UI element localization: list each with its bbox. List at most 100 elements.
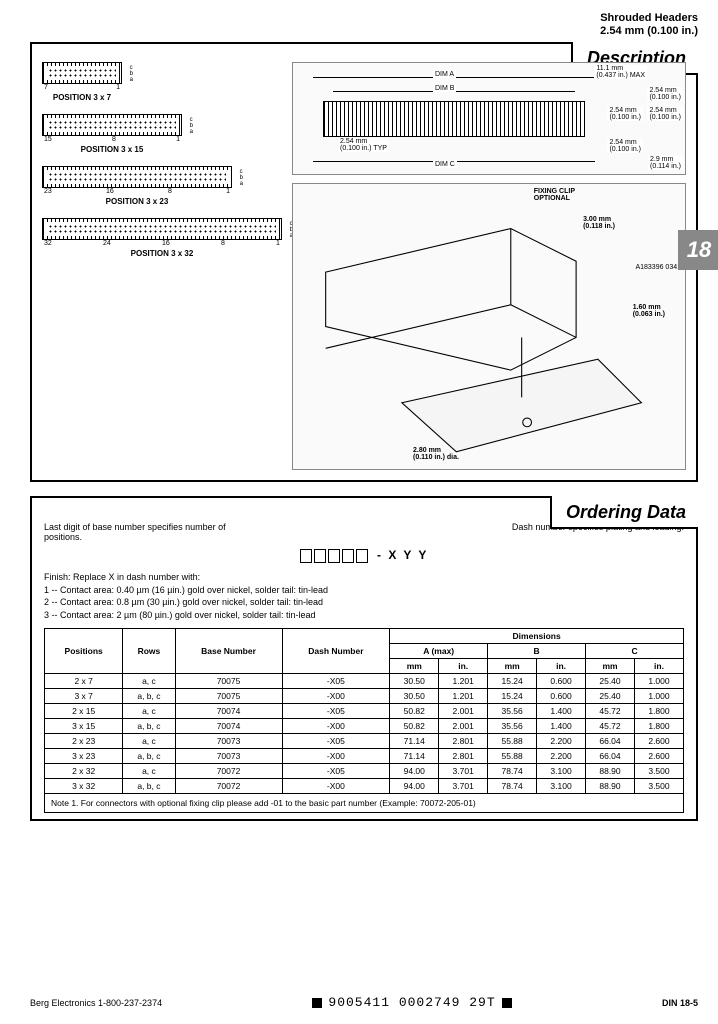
table-cell: 45.72 xyxy=(586,718,635,733)
side-view-diagram: DIM A DIM B 2.54 mm (0.100 in.) TYP DIM … xyxy=(292,62,686,175)
col-base: Base Number xyxy=(175,628,282,673)
order-note-left: Last digit of base number specifies numb… xyxy=(44,522,244,542)
table-row: 3 x 15a, b, c70074-X0050.822.00135.561.4… xyxy=(45,718,684,733)
p254b: 2.54 mm (0.100 in.) xyxy=(607,107,643,121)
table-cell: 70075 xyxy=(175,688,282,703)
page-header: Shrouded Headers 2.54 mm (0.100 in.) xyxy=(30,12,698,38)
col-rows: Rows xyxy=(123,628,175,673)
position-label: POSITION 3 x 32 xyxy=(42,249,282,258)
table-cell: 1.400 xyxy=(537,718,586,733)
typ-label: 2.54 mm (0.100 in.) TYP xyxy=(338,138,389,152)
part-code: - X Y Y xyxy=(44,548,684,563)
table-cell: a, b, c xyxy=(123,748,175,763)
position-label: POSITION 3 x 7 xyxy=(42,93,122,102)
table-cell: 66.04 xyxy=(586,733,635,748)
table-cell: 70074 xyxy=(175,703,282,718)
table-cell: 78.74 xyxy=(488,763,537,778)
footer-code: 9005411 0002749 29T xyxy=(306,995,517,1010)
unit-header: in. xyxy=(537,658,586,673)
table-cell: 0.600 xyxy=(537,688,586,703)
header-line1: Shrouded Headers xyxy=(30,12,698,25)
table-cell: 2.200 xyxy=(537,748,586,763)
table-cell: 3.500 xyxy=(634,763,683,778)
d160: 1.60 mm (0.063 in.) xyxy=(633,304,665,318)
table-row: 3 x 23a, b, c70073-X0071.142.80155.882.2… xyxy=(45,748,684,763)
table-cell: 55.88 xyxy=(488,733,537,748)
table-cell: 70073 xyxy=(175,748,282,763)
table-cell: 71.14 xyxy=(390,733,439,748)
description-panel: Description c b a71POSITION 3 x 7c b a15… xyxy=(30,42,698,482)
table-cell: 70073 xyxy=(175,733,282,748)
table-cell: 3.701 xyxy=(439,763,488,778)
col-a: A (max) xyxy=(390,643,488,658)
footer-left: Berg Electronics 1-800-237-2374 xyxy=(30,998,162,1008)
position-label: POSITION 3 x 23 xyxy=(42,197,232,206)
table-cell: 1.400 xyxy=(537,703,586,718)
col-b: B xyxy=(488,643,586,658)
table-cell: a, b, c xyxy=(123,718,175,733)
col-positions: Positions xyxy=(45,628,123,673)
table-row: 2 x 23a, c70073-X0571.142.80155.882.2006… xyxy=(45,733,684,748)
dimension-diagrams: DIM A DIM B 2.54 mm (0.100 in.) TYP DIM … xyxy=(292,62,686,470)
table-cell: 1.201 xyxy=(439,673,488,688)
table-cell: 2 x 7 xyxy=(45,673,123,688)
col-dimensions: Dimensions xyxy=(390,628,684,643)
unit-header: in. xyxy=(439,658,488,673)
dim-a-label: DIM A xyxy=(433,71,456,78)
table-row: 3 x 7a, b, c70075-X0030.501.20115.240.60… xyxy=(45,688,684,703)
finish-1: 1 -- Contact area: 0.40 µm (16 µin.) gol… xyxy=(44,584,684,597)
table-cell: 50.82 xyxy=(390,703,439,718)
table-row: 2 x 15a, c70074-X0550.822.00135.561.4004… xyxy=(45,703,684,718)
table-cell: 15.24 xyxy=(488,673,537,688)
table-cell: a, b, c xyxy=(123,688,175,703)
unit-header: mm xyxy=(586,658,635,673)
table-cell: 2 x 32 xyxy=(45,763,123,778)
table-cell: -X05 xyxy=(282,763,390,778)
table-cell: 2.001 xyxy=(439,718,488,733)
table-cell: -X05 xyxy=(282,703,390,718)
connector-graphic: c b a xyxy=(42,166,232,188)
position-block: c b a32241681 POSITION 3 x 32 xyxy=(42,218,282,258)
p254d: 2.54 mm (0.100 in.) xyxy=(607,139,643,153)
table-cell: 88.90 xyxy=(586,763,635,778)
table-cell: 88.90 xyxy=(586,778,635,793)
table-cell: a, b, c xyxy=(123,778,175,793)
d300: 3.00 mm (0.118 in.) xyxy=(583,216,615,230)
table-cell: a, c xyxy=(123,763,175,778)
table-cell: 70072 xyxy=(175,763,282,778)
table-cell: 30.50 xyxy=(390,688,439,703)
table-cell: 35.56 xyxy=(488,718,537,733)
page-tab: 18 xyxy=(678,230,718,270)
position-block: c b a1581POSITION 3 x 15 xyxy=(42,114,282,154)
table-cell: 30.50 xyxy=(390,673,439,688)
row-labels: c b a xyxy=(190,117,193,135)
finish-title: Finish: Replace X in dash number with: xyxy=(44,571,684,584)
table-cell: -X05 xyxy=(282,673,390,688)
table-cell: 2 x 23 xyxy=(45,733,123,748)
table-cell: 3 x 15 xyxy=(45,718,123,733)
p254c: 2.54 mm (0.100 in.) xyxy=(647,107,683,121)
table-cell: 71.14 xyxy=(390,748,439,763)
table-cell: a, c xyxy=(123,733,175,748)
table-cell: 3 x 23 xyxy=(45,748,123,763)
table-cell: 94.00 xyxy=(390,778,439,793)
table-row: 3 x 32a, b, c70072-X0094.003.70178.743.1… xyxy=(45,778,684,793)
finish-block: Finish: Replace X in dash number with: 1… xyxy=(44,571,684,621)
connector-graphic: c b a xyxy=(42,114,182,136)
d280: 2.80 mm (0.110 in.) dia. xyxy=(413,447,459,461)
table-cell: -X00 xyxy=(282,778,390,793)
table-cell: 66.04 xyxy=(586,748,635,763)
table-cell: 15.24 xyxy=(488,688,537,703)
connector-graphic: c b a xyxy=(42,218,282,240)
table-cell: 2.600 xyxy=(634,733,683,748)
ordering-title: Ordering Data xyxy=(550,496,698,529)
table-cell: -X00 xyxy=(282,688,390,703)
position-block: c b a71POSITION 3 x 7 xyxy=(42,62,282,102)
table-note: Note 1. For connectors with optional fix… xyxy=(44,794,684,813)
row-labels: c b a xyxy=(240,169,243,187)
pin-numbers: 32241681 xyxy=(42,240,282,247)
position-block: c b a231681POSITION 3 x 23 xyxy=(42,166,282,206)
dim-c-label: DIM C xyxy=(433,161,457,168)
unit-header: mm xyxy=(488,658,537,673)
dim-b-label: DIM B xyxy=(433,85,456,92)
